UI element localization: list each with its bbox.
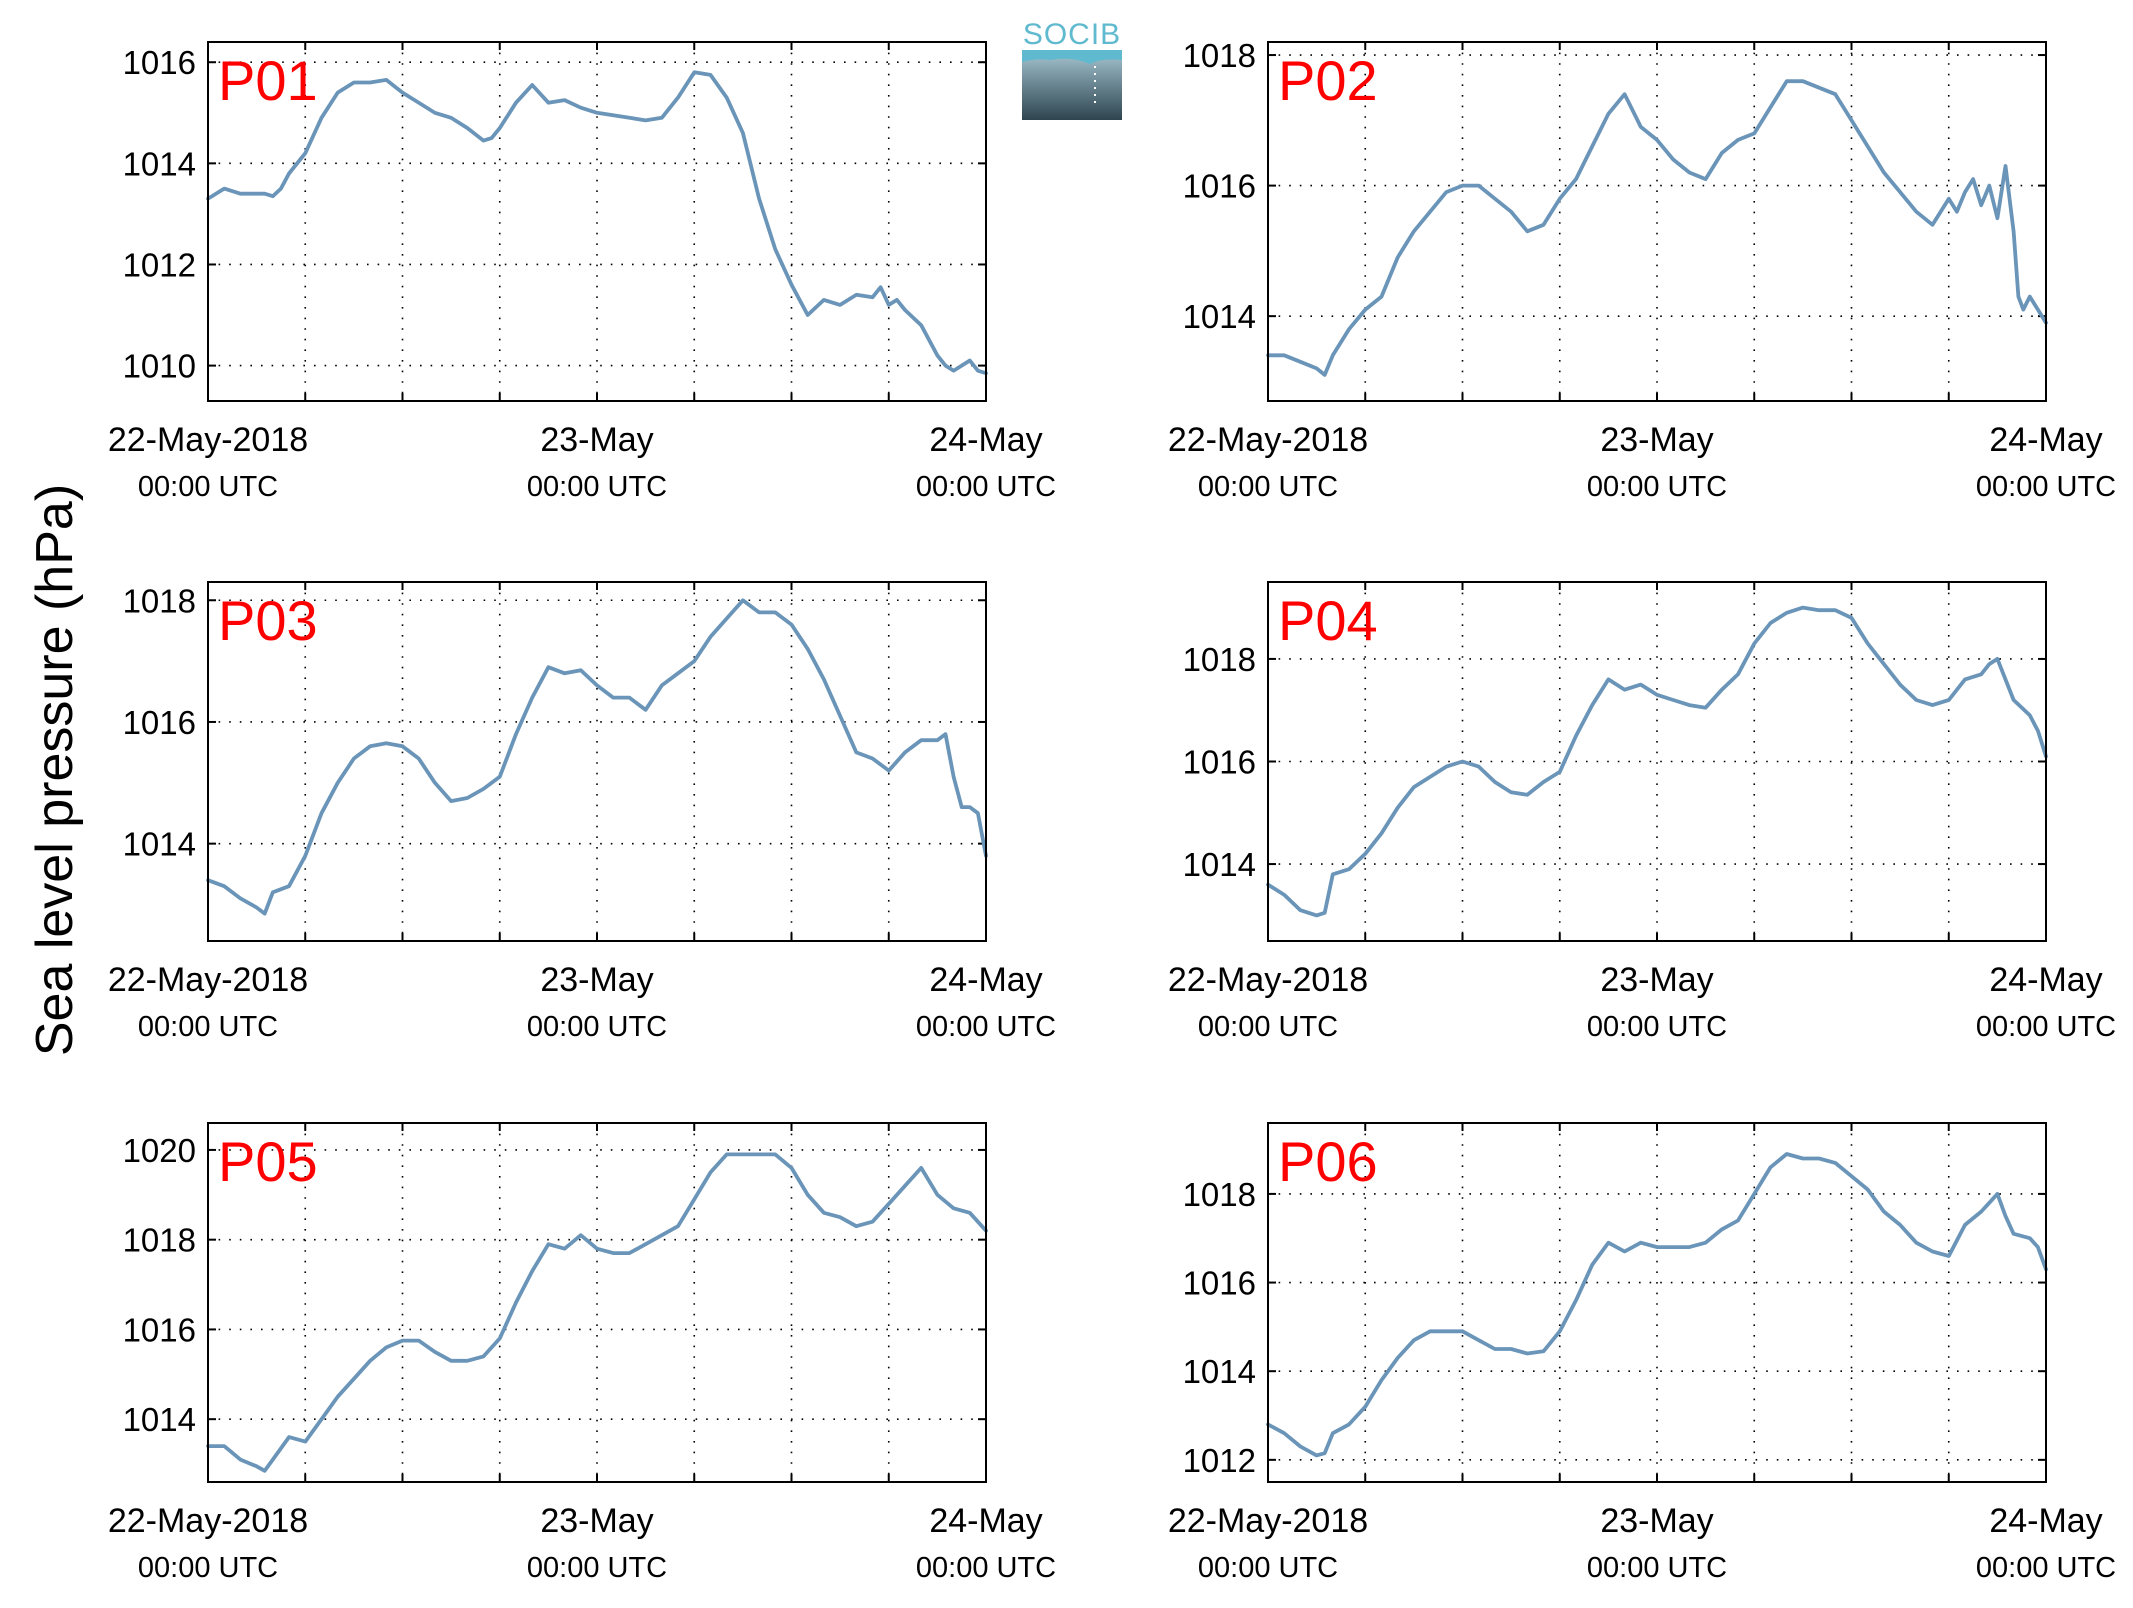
series-line-p06	[1266, 1152, 2048, 1458]
x-tick-date-label: 24-May	[929, 1502, 1042, 1540]
x-tick-time-label: 00:00 UTC	[1976, 471, 2116, 503]
y-tick-label: 1018	[1183, 641, 1256, 678]
series-line-p02	[1266, 79, 2048, 377]
plot-frame	[1267, 41, 2047, 402]
x-tick-time-label: 00:00 UTC	[1976, 1011, 2116, 1043]
logo-text: SOCIB	[1023, 18, 1121, 51]
panel-label: P03	[218, 589, 318, 652]
panel-p03: 1014 1016 1018 22-May-2018 00:00 UTC 23-May 00…	[108, 581, 1056, 1043]
panel-label: P04	[1278, 589, 1378, 652]
x-tick-date-label: 23-May	[540, 421, 653, 459]
x-tick-date-label: 22-May-2018	[108, 421, 308, 459]
x-tick-time-label: 00:00 UTC	[138, 1011, 278, 1043]
y-tick-label: 1010	[123, 348, 196, 385]
series-line-p01	[206, 70, 988, 376]
x-tick-time-label: 00:00 UTC	[1198, 1552, 1338, 1584]
x-tick-time-label: 00:00 UTC	[1976, 1552, 2116, 1584]
x-tick-date-label: 23-May	[1600, 1502, 1713, 1540]
plot-frame	[207, 1122, 987, 1483]
panel-label: P06	[1278, 1130, 1378, 1193]
x-tick-time-label: 00:00 UTC	[1587, 471, 1727, 503]
x-tick-time-label: 00:00 UTC	[527, 1011, 667, 1043]
x-tick-date-label: 22-May-2018	[108, 961, 308, 999]
x-tick-date-label: 24-May	[929, 961, 1042, 999]
panel-p05: 1014 1016 1018 1020 22-May-2018 00:00 UTC 23-M…	[108, 1122, 1056, 1584]
plot-frame	[207, 581, 987, 942]
y-tick-label: 1012	[1183, 1442, 1256, 1479]
y-tick-label: 1014	[1183, 846, 1256, 883]
x-tick-time-label: 00:00 UTC	[916, 471, 1056, 503]
series-line-p03	[206, 598, 988, 916]
y-tick-label: 1014	[123, 145, 196, 182]
y-tick-label: 1018	[1183, 1176, 1256, 1213]
x-tick-date-label: 24-May	[1989, 421, 2102, 459]
y-tick-label: 1018	[1183, 37, 1256, 74]
x-tick-time-label: 00:00 UTC	[1587, 1552, 1727, 1584]
panel-p04: 1014 1016 1018 22-May-2018 00:00 UTC 23-May 00…	[1168, 581, 2116, 1043]
x-tick-time-label: 00:00 UTC	[1198, 1011, 1338, 1043]
panel-label: P05	[218, 1130, 318, 1193]
panel-label: P02	[1278, 49, 1378, 112]
y-tick-label: 1020	[123, 1132, 196, 1169]
x-tick-time-label: 00:00 UTC	[1198, 471, 1338, 503]
y-tick-label: 1014	[123, 826, 196, 863]
plot-frame	[207, 41, 987, 402]
y-tick-label: 1018	[123, 1222, 196, 1259]
x-tick-date-label: 24-May	[1989, 961, 2102, 999]
y-tick-label: 1014	[1183, 1353, 1256, 1390]
panel-label: P01	[218, 49, 318, 112]
x-tick-date-label: 22-May-2018	[1168, 961, 1368, 999]
y-tick-label: 1014	[1183, 298, 1256, 335]
series-line-p05	[206, 1152, 988, 1473]
y-tick-label: 1016	[1183, 168, 1256, 205]
y-tick-label: 1016	[123, 704, 196, 741]
y-tick-label: 1016	[1183, 744, 1256, 781]
x-tick-date-label: 22-May-2018	[1168, 421, 1368, 459]
plot-frame	[1267, 1122, 2047, 1483]
y-tick-label: 1016	[1183, 1265, 1256, 1302]
x-tick-date-label: 23-May	[1600, 961, 1713, 999]
x-tick-time-label: 00:00 UTC	[916, 1011, 1056, 1043]
panel-p06: 1012 1014 1016 1018 22-May-2018 00:00 UTC 23-M…	[1168, 1122, 2116, 1584]
y-tick-label: 1016	[123, 1311, 196, 1348]
y-tick-label: 1018	[123, 582, 196, 619]
x-tick-time-label: 00:00 UTC	[916, 1552, 1056, 1584]
x-tick-time-label: 00:00 UTC	[527, 471, 667, 503]
y-tick-label: 1012	[123, 246, 196, 283]
x-tick-date-label: 23-May	[540, 961, 653, 999]
panel-p02: 1014 1016 1018 22-May-2018 00:00 UTC 23-May 00…	[1168, 37, 2116, 503]
x-tick-time-label: 00:00 UTC	[1587, 1011, 1727, 1043]
x-tick-date-label: 22-May-2018	[108, 1502, 308, 1540]
x-tick-date-label: 24-May	[929, 421, 1042, 459]
panel-p01: 1010 1012 1014 1016 22-May-2018 00:00 UTC 23-M…	[108, 41, 1056, 503]
series-line-p04	[1266, 605, 2048, 918]
y-axis-label: Sea level pressure (hPa)	[26, 484, 84, 1056]
x-tick-date-label: 23-May	[540, 1502, 653, 1540]
y-tick-label: 1016	[123, 44, 196, 81]
x-tick-time-label: 00:00 UTC	[527, 1552, 667, 1584]
y-tick-label: 1014	[123, 1401, 196, 1438]
x-tick-date-label: 22-May-2018	[1168, 1502, 1368, 1540]
x-tick-date-label: 24-May	[1989, 1502, 2102, 1540]
x-tick-time-label: 00:00 UTC	[138, 1552, 278, 1584]
socib-logo: SOCIB	[1022, 18, 1122, 120]
x-tick-time-label: 00:00 UTC	[138, 471, 278, 503]
x-tick-date-label: 23-May	[1600, 421, 1713, 459]
plot-frame	[1267, 581, 2047, 942]
